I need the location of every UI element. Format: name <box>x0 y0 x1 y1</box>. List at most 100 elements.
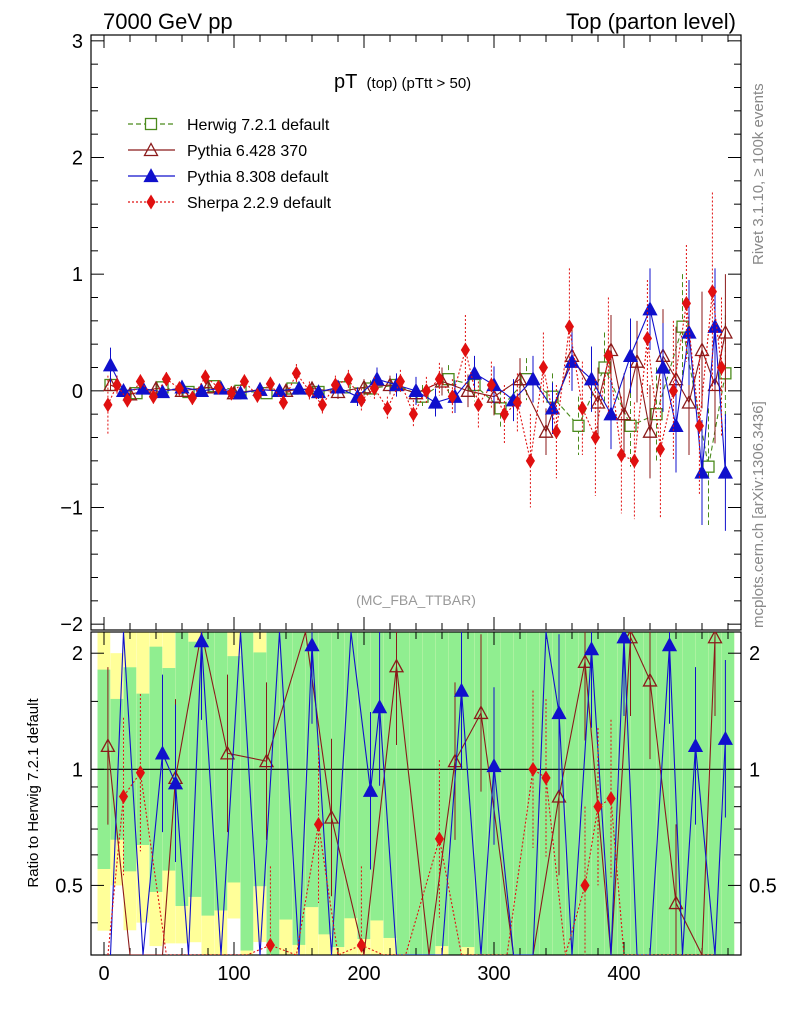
legend-marker-pythia8 <box>143 168 159 183</box>
data-point-sherpa <box>265 376 275 392</box>
data-point-sherpa <box>668 383 678 399</box>
ratio-point-pythia8 <box>661 637 678 652</box>
ratio-point-sherpa <box>434 831 444 847</box>
data-point-pythia8 <box>408 382 424 397</box>
data-point-sherpa <box>103 397 113 413</box>
data-point-pythia6 <box>590 394 606 409</box>
ratio-point-pythia8 <box>167 775 184 790</box>
y-tick-label: 0 <box>72 381 83 403</box>
band-green <box>461 632 475 948</box>
legend-item-pythia8: Pythia 8.308 default <box>128 168 329 186</box>
data-point-sherpa <box>486 377 496 393</box>
data-point-sherpa <box>447 389 457 405</box>
data-point-pythia8 <box>369 371 385 386</box>
mcplots-reference-label: mcplots.cern.ch [arXiv:1306.3436] <box>750 401 767 628</box>
band-green <box>383 632 397 938</box>
data-point-sherpa <box>148 389 158 405</box>
legend-label-sherpa: Sherpa 2.2.9 default <box>187 195 332 212</box>
ratio-point-sherpa <box>118 789 129 804</box>
data-point-pythia8 <box>707 318 723 333</box>
data-point-pythia8 <box>525 371 541 386</box>
data-point-sherpa <box>395 374 405 389</box>
ratio-point-pythia8 <box>717 730 733 745</box>
band-green <box>266 632 280 955</box>
ratio-line-pythia8 <box>109 632 726 955</box>
band-green <box>513 632 527 955</box>
plot-title-sub: (top) (pTtt > 50) <box>367 75 472 92</box>
data-point-sherpa <box>655 441 665 457</box>
header-right: Top (parton level) <box>566 9 736 34</box>
band-green <box>526 632 540 955</box>
band-green <box>721 632 735 955</box>
y-tick-label: −2 <box>60 614 83 636</box>
data-point-sherpa <box>716 360 727 375</box>
legend-label-herwig: Herwig 7.2.1 default <box>187 117 330 134</box>
data-point-sherpa <box>551 424 561 440</box>
series-sherpa <box>103 192 727 520</box>
data-point-herwig <box>572 419 585 432</box>
band-green <box>643 632 657 955</box>
legend: Herwig 7.2.1 default Pythia 6.428 370 Pyth… <box>128 117 332 212</box>
band-green <box>695 632 709 955</box>
ratio-axes: 0.5 0.5 1 1 2 2 0 100 200 300 400 <box>55 632 777 985</box>
data-point-sherpa <box>460 342 470 358</box>
band-green <box>331 632 345 948</box>
data-point-sherpa <box>226 385 236 401</box>
data-point-pythia8 <box>603 406 619 421</box>
y-tick-label: 3 <box>72 31 83 53</box>
ratio-point-sherpa <box>593 799 603 815</box>
data-point-sherpa <box>187 390 197 406</box>
data-point-herwig <box>624 419 637 432</box>
ratio-point-sherpa <box>606 791 616 806</box>
ratio-point-pythia6 <box>258 753 275 768</box>
data-point-sherpa <box>330 377 340 393</box>
ratio-point-pythia6 <box>219 745 236 760</box>
data-point-sherpa <box>473 397 483 413</box>
data-point-pythia8 <box>193 382 210 397</box>
y-tick-label-right: 0.5 <box>749 875 777 897</box>
data-point-sherpa <box>629 453 639 469</box>
data-point-sherpa <box>200 369 210 385</box>
ratio-line-pythia6 <box>107 632 716 955</box>
data-point-sherpa <box>112 377 122 393</box>
ratio-point-pythia6 <box>577 653 593 668</box>
y-tick-label: 1 <box>72 759 83 781</box>
data-point-pythia6 <box>356 379 372 394</box>
ratio-point-pythia8 <box>193 633 210 648</box>
legend-marker-sherpa <box>146 194 156 210</box>
data-point-pythia8 <box>310 384 327 399</box>
data-point-sherpa <box>213 379 223 395</box>
data-point-pythia8 <box>291 380 307 395</box>
data-point-sherpa <box>122 392 132 408</box>
data-point-sherpa <box>239 374 249 389</box>
band-green <box>422 632 436 955</box>
data-point-pythia6 <box>717 324 733 339</box>
data-point-pythia8 <box>717 464 733 479</box>
band-green <box>578 632 592 955</box>
data-point-pythia8 <box>622 347 639 362</box>
band-green <box>318 632 332 935</box>
legend-label-pythia6: Pythia 6.428 370 <box>187 143 307 160</box>
band-green <box>201 632 215 916</box>
data-point-sherpa <box>252 388 262 403</box>
legend-marker-pythia6 <box>143 142 159 157</box>
ratio-series-pythia6 <box>100 632 723 955</box>
band-green <box>240 632 254 951</box>
data-point-sherpa <box>161 371 171 387</box>
analysis-tag: (MC_FBA_TTBAR) <box>356 592 476 608</box>
data-point-pythia8 <box>135 380 151 395</box>
band-green <box>357 632 371 940</box>
data-point-pythia6 <box>200 379 216 394</box>
data-point-sherpa <box>421 383 431 399</box>
series-line-sherpa <box>107 291 723 462</box>
ratio-point-sherpa <box>135 765 145 781</box>
main-series <box>102 192 733 531</box>
ratio-y-axis-label: Ratio to Herwig 7.2.1 default <box>25 698 42 888</box>
legend-item-herwig: Herwig 7.2.1 default <box>128 117 330 134</box>
ratio-point-sherpa <box>265 937 275 953</box>
ratio-point-pythia8 <box>372 699 388 714</box>
band-green <box>565 632 579 955</box>
data-point-pythia8 <box>681 324 697 339</box>
data-point-pythia8 <box>544 400 561 415</box>
data-point-pythia6 <box>616 406 632 421</box>
